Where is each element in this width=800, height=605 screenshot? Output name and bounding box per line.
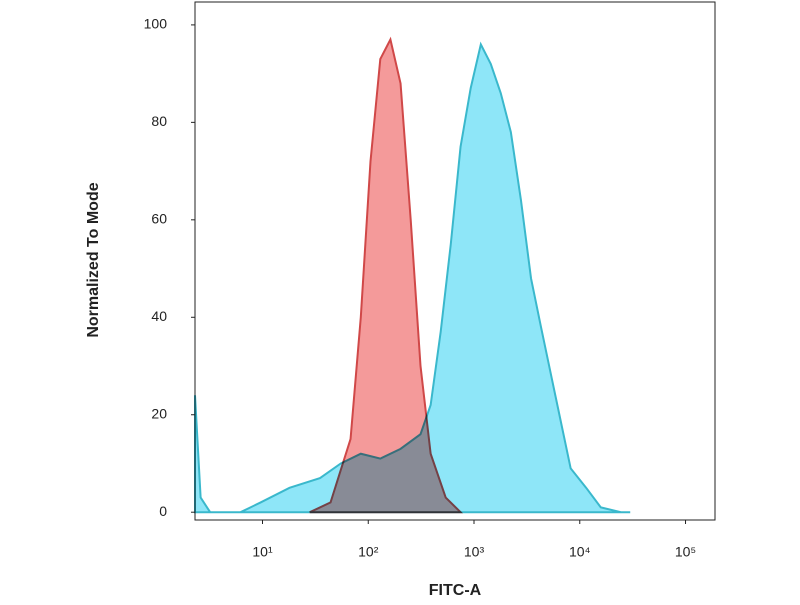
y-tick-label: 40	[151, 308, 167, 324]
x-tick-label: 10⁴	[569, 544, 591, 560]
y-tick-label: 20	[151, 405, 167, 421]
y-tick-label: 100	[144, 16, 168, 32]
x-tick-label: 10¹	[252, 544, 273, 560]
x-tick-label: 10²	[358, 544, 379, 560]
y-tick-label: 80	[151, 113, 167, 129]
histogram-area	[194, 41, 631, 514]
x-axis-label: FITC-A	[429, 582, 482, 599]
x-tick-label: 10⁵	[675, 544, 696, 560]
plot-frame	[194, 1, 716, 521]
y-tick-label: 0	[159, 503, 167, 519]
y-axis-label: Normalized To Mode	[85, 182, 102, 337]
y-tick-label: 60	[151, 211, 167, 227]
histogram-area	[309, 36, 463, 514]
x-tick-label: 10³	[464, 544, 485, 560]
